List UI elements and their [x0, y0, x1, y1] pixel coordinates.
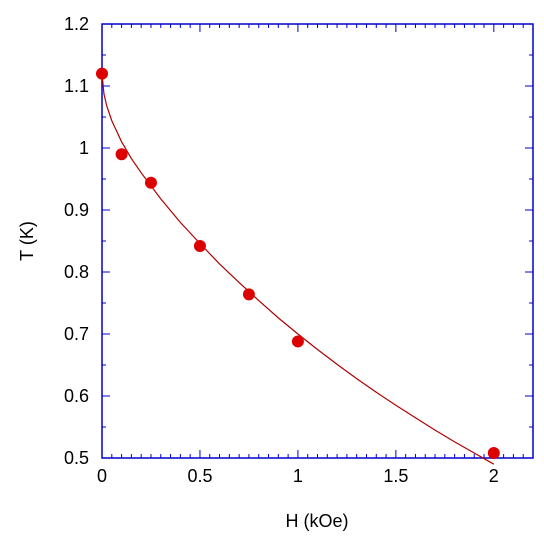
- plot-frame: [101, 23, 534, 459]
- axis-tick-labels: 0 0.5 1 1.5 2 0.5 0.6 0.7 0.8 0.9 1 1.1 1.2: [64, 14, 499, 486]
- y-tick-label: 1.2: [64, 14, 89, 34]
- y-tick-label: 0.8: [64, 262, 89, 282]
- x-tick-label: 0: [97, 466, 107, 486]
- x-tick-label: 1: [293, 466, 303, 486]
- axis-ticks: [101, 23, 533, 459]
- y-tick-label: 1.1: [64, 76, 89, 96]
- y-tick-label: 0.7: [64, 324, 89, 344]
- y-axis-title: T (K): [17, 221, 37, 261]
- data-point: [242, 288, 255, 301]
- x-axis-title: H (kOe): [286, 511, 349, 531]
- data-point: [96, 67, 108, 80]
- data-point: [115, 148, 128, 161]
- fit-line: [101, 73, 495, 465]
- data-point: [144, 176, 157, 189]
- y-tick-label: 1: [79, 138, 89, 158]
- y-tick-label: 0.5: [64, 448, 89, 468]
- x-tick-label: 0.5: [187, 466, 212, 486]
- data-point: [487, 447, 500, 460]
- data-points: [96, 67, 500, 460]
- data-point: [193, 239, 206, 252]
- x-tick-label: 1.5: [383, 466, 408, 486]
- y-tick-label: 0.6: [64, 386, 89, 406]
- data-point: [291, 335, 304, 348]
- x-tick-label: 2: [489, 466, 499, 486]
- y-tick-label: 0.9: [64, 200, 89, 220]
